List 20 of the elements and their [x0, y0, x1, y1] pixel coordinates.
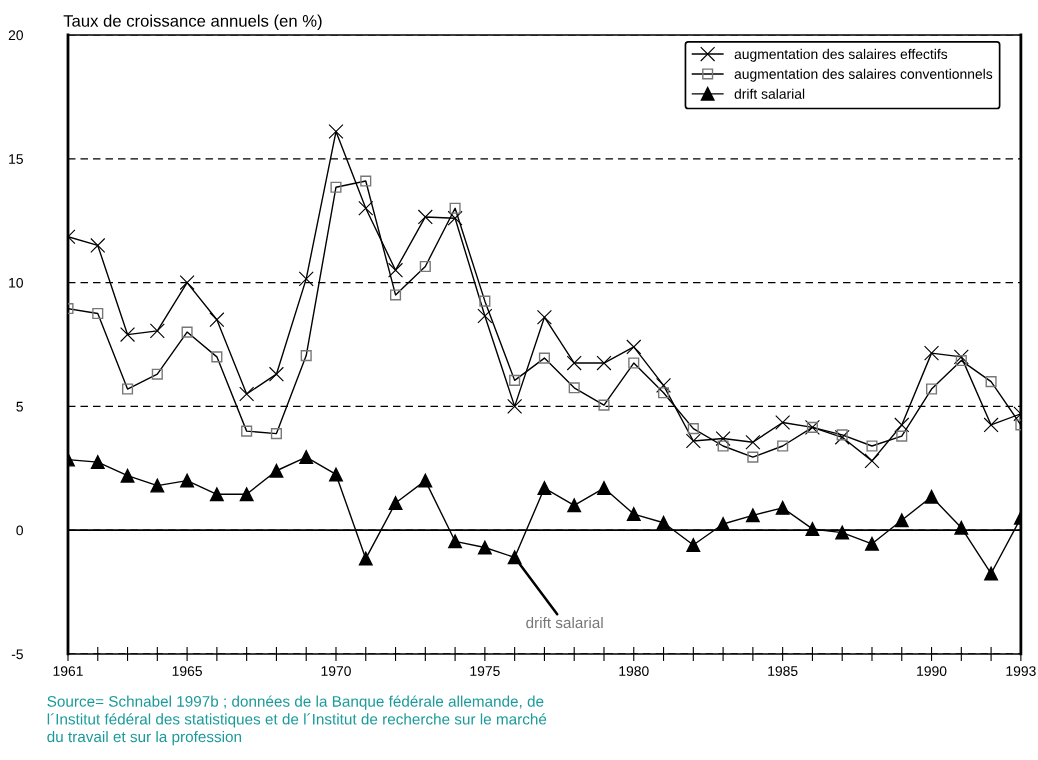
- legend-label: augmentation des salaires effectifs: [734, 48, 948, 62]
- x-tick-label: 1993: [1006, 666, 1036, 676]
- y-tick-label: 5: [16, 401, 23, 412]
- source-note: Source= Schnabel 1997b ; données de la Banque fédérale allemande, de l´Institut fédéral des statistiques et de l´Institut de recherche sur le marché du travail et sur la profession: [47, 695, 547, 746]
- x-tick-label: 1980: [619, 666, 649, 676]
- annotation: drift salarial: [526, 616, 603, 629]
- y-tick-label: 20: [8, 30, 23, 41]
- y-tick-label: 10: [9, 277, 23, 288]
- x-tick-label: 1970: [321, 666, 351, 676]
- x-tick-label: 1985: [768, 666, 798, 676]
- y-tick-label: 15: [9, 154, 23, 164]
- x-tick-label: 1965: [172, 666, 202, 676]
- x-tick-label: 1990: [917, 666, 947, 676]
- y-tick-label: -5: [11, 649, 23, 660]
- y-tick-label: 0: [16, 525, 23, 536]
- chart-title: Taux de croissance annuels (en %): [63, 14, 322, 31]
- legend-label: drift salarial: [734, 88, 805, 99]
- x-tick-label: 1975: [470, 666, 500, 676]
- legend-label: augmentation des salaires conventionnels: [734, 68, 993, 82]
- x-tick-label: 1961: [53, 666, 83, 676]
